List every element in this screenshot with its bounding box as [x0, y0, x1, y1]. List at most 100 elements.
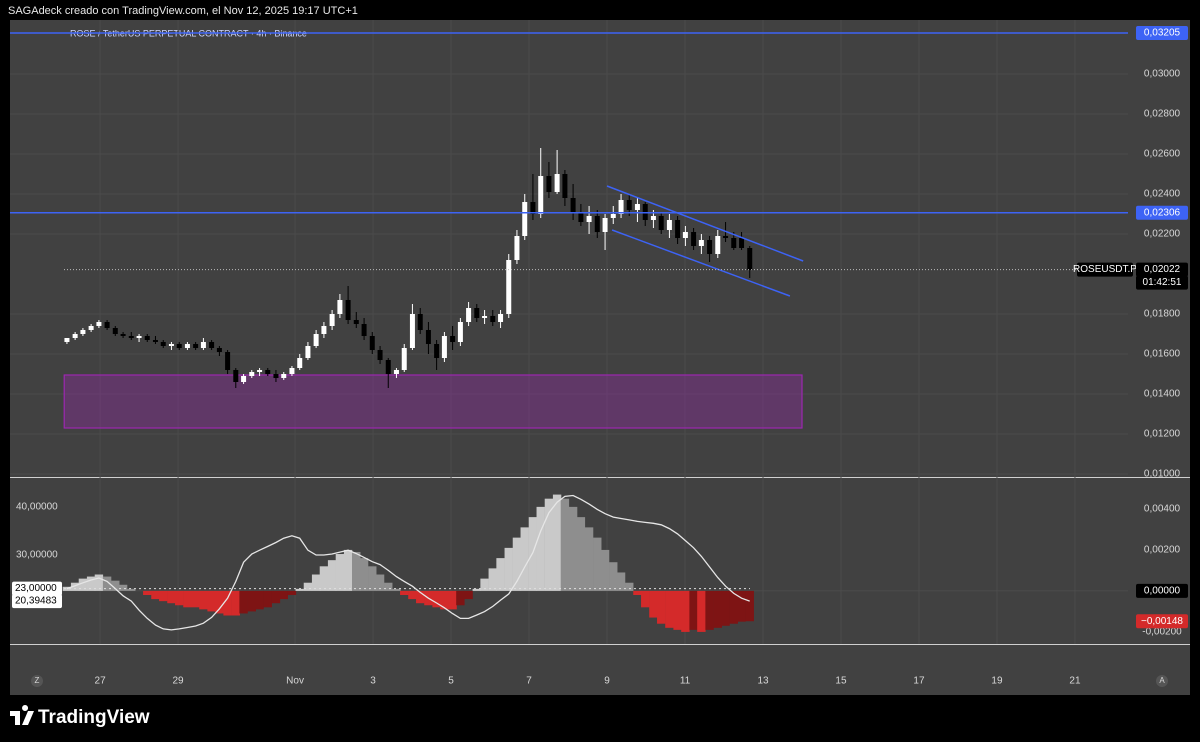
histogram-bar [70, 582, 80, 591]
histogram-bar [600, 549, 610, 591]
scale-button[interactable] [31, 675, 43, 687]
candle-body [160, 342, 166, 346]
candle-body [184, 344, 190, 348]
y-tick-label: 0,02800 [1144, 109, 1181, 120]
candle-body [96, 322, 102, 326]
histogram-bar [472, 588, 481, 591]
y-tick-label: 0,01600 [1144, 349, 1181, 360]
candle-body [506, 260, 512, 314]
candle-body [610, 214, 616, 218]
candle-body [691, 232, 697, 246]
candle-body [361, 324, 367, 336]
x-tick-label: 9 [604, 676, 610, 687]
histogram-bar [552, 494, 562, 591]
x-tick-label: Nov [286, 676, 304, 687]
candle-body [345, 300, 351, 320]
candle-body [723, 236, 729, 238]
lines-layer [10, 32, 1128, 631]
histogram-bar [536, 506, 545, 591]
header-text: SAGAdeck creado con TradingView.com, el … [8, 5, 358, 17]
histogram-bar [223, 590, 232, 616]
candle-body [466, 308, 472, 322]
histogram-bar [697, 590, 706, 632]
histogram-bar [432, 590, 441, 608]
candle-body [642, 204, 648, 220]
histogram-bar [255, 590, 264, 610]
histogram-bar [488, 568, 497, 591]
candle-body [626, 200, 632, 210]
candle-body [152, 340, 158, 342]
histogram-bar [111, 580, 120, 591]
scale-button-label[interactable]: Z [35, 676, 40, 685]
candle-body [168, 344, 174, 346]
candle-body [249, 372, 255, 376]
x-tick-label: 19 [991, 676, 1003, 687]
histogram-bar [609, 562, 618, 591]
candle-body [281, 374, 287, 378]
x-tick-label: 21 [1069, 676, 1081, 687]
scale-button[interactable] [1156, 675, 1168, 687]
y-tick-label: 0,01000 [1144, 469, 1181, 480]
candle-body [369, 336, 375, 350]
candle-body [104, 322, 110, 328]
candle-body [216, 348, 222, 352]
histogram-bar [416, 590, 425, 604]
histogram-bar [440, 590, 449, 610]
momentum-last-label-box [1136, 614, 1188, 629]
histogram-bar [175, 590, 184, 606]
scale-button-label[interactable]: A [1159, 676, 1165, 685]
candle-body [602, 218, 608, 232]
x-tick-label: 3 [370, 676, 376, 687]
candle-body [112, 328, 118, 334]
channel-line [611, 229, 791, 297]
histogram-bar [167, 590, 176, 604]
candle-body [401, 348, 407, 370]
y-tick-label: 0,03000 [1144, 69, 1181, 80]
histogram-bar [335, 554, 345, 591]
last-price-label: 0,02022 [1144, 264, 1181, 275]
histogram-bar [673, 590, 682, 630]
candle-body [434, 344, 440, 358]
histogram-bar [384, 582, 393, 591]
candle-body [618, 200, 624, 214]
histogram-bar [247, 590, 256, 612]
candle-body [514, 236, 520, 260]
x-tick-label: 17 [913, 676, 925, 687]
candle-body [715, 236, 721, 254]
histogram-bar [375, 574, 385, 591]
candle-body [72, 334, 78, 338]
candle-body [209, 342, 215, 348]
candle-body [313, 334, 319, 346]
histogram-bar [392, 588, 401, 591]
candle-body [546, 176, 552, 192]
histogram-bar [86, 576, 96, 591]
candle-body [385, 360, 391, 374]
hline-label-box [1136, 205, 1188, 220]
histogram-bar [102, 576, 112, 591]
histogram-bar [456, 590, 465, 606]
candle-body [739, 238, 745, 248]
histogram-bar [496, 558, 505, 591]
candle-body [393, 370, 399, 374]
histogram-bar [721, 590, 730, 626]
histogram-bar [737, 590, 746, 622]
candle-body [120, 334, 126, 336]
candle-body [241, 376, 247, 382]
histogram-bar [408, 590, 417, 600]
histogram-bar [584, 527, 594, 591]
zero-label-box [1136, 583, 1188, 598]
candle-body [747, 248, 753, 270]
candle-body [377, 350, 383, 360]
y-tick-label: 0,02400 [1144, 189, 1181, 200]
candle-body [64, 338, 70, 342]
x-tick-label: 27 [95, 676, 107, 687]
candle-body [490, 316, 496, 322]
candle-body [698, 240, 704, 246]
histogram-bar [400, 590, 409, 596]
histogram-bar [191, 590, 200, 608]
candle-body [441, 336, 447, 358]
y-tick-label: 0,01200 [1144, 429, 1181, 440]
histogram-bar [143, 590, 152, 596]
